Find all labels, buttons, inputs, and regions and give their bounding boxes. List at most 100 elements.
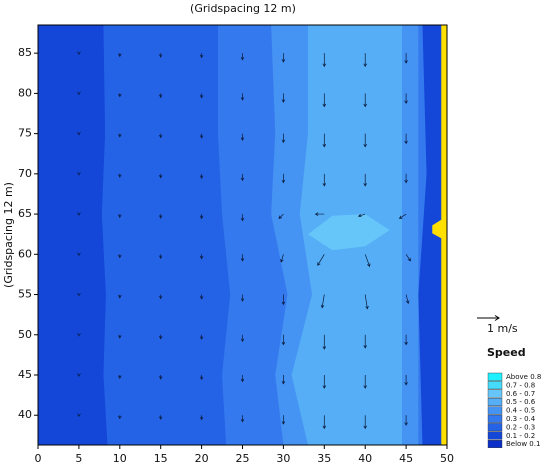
vector-arrow — [199, 334, 204, 340]
legend-swatch — [487, 381, 503, 390]
vector-arrow — [281, 415, 286, 425]
x-tick-label: 15 — [154, 452, 168, 465]
legend-label: Above 0.8 — [506, 373, 541, 381]
vector-arrow — [77, 172, 81, 176]
vector-arrow — [118, 254, 122, 259]
legend-label: 0.4 - 0.5 — [506, 407, 535, 415]
vector-arrow — [158, 415, 163, 420]
vector-arrow — [317, 254, 325, 266]
vector-arrow — [240, 93, 245, 101]
vector-arrow — [199, 214, 204, 220]
vector-arrow — [77, 413, 81, 418]
scale-label: 1 m/s — [487, 322, 518, 335]
vector-arrow — [118, 375, 122, 380]
legend-swatch — [487, 440, 503, 449]
vector-arrow — [118, 214, 122, 219]
vector-arrow — [240, 173, 245, 182]
vector-arrow — [322, 173, 327, 187]
vector-arrow — [281, 93, 286, 103]
scale-arrow-head — [494, 315, 500, 321]
legend-label: 0.1 - 0.2 — [506, 432, 535, 440]
vector-arrow — [158, 214, 163, 219]
x-tick-label: 5 — [75, 452, 82, 465]
vector-arrow — [199, 254, 204, 260]
x-tick-label: 25 — [236, 452, 250, 465]
vector-arrow — [158, 254, 163, 259]
vector-arrow — [240, 53, 245, 61]
vector-arrow — [158, 93, 163, 99]
plot-area — [38, 25, 447, 445]
vector-arrow — [240, 254, 245, 262]
vector-arrow — [322, 375, 327, 389]
y-tick-label: 70 — [18, 167, 32, 180]
vector-arrow — [281, 53, 286, 63]
y-tick-label: 40 — [18, 408, 32, 421]
vector-arrow — [322, 93, 327, 108]
vector-arrow — [240, 334, 245, 343]
vector-arrow — [240, 375, 245, 383]
vector-arrow — [322, 133, 327, 148]
vector-arrow — [322, 53, 327, 68]
y-tick-label: 55 — [18, 288, 32, 301]
vector-arrow — [314, 212, 325, 216]
vector-arrow — [77, 91, 81, 96]
legend-swatch — [487, 431, 503, 440]
legend-swatch — [487, 389, 503, 398]
vector-arrow — [363, 334, 367, 349]
vector-arrow — [118, 53, 122, 58]
vector-arrow — [118, 93, 122, 98]
vector-arrow — [405, 254, 411, 262]
vector-arrow — [199, 415, 204, 421]
vector-arrow — [363, 133, 367, 148]
legend-swatch — [487, 372, 503, 381]
legend-swatch — [487, 414, 503, 423]
vector-arrow — [199, 375, 204, 381]
vector-arrow — [240, 294, 245, 302]
vector-arrow — [364, 254, 371, 268]
vector-arrow — [281, 173, 286, 184]
vector-arrow — [404, 53, 408, 64]
speed-region — [418, 25, 442, 445]
y-tick-label: 50 — [18, 328, 32, 341]
vector-arrow — [364, 294, 369, 310]
speed-region — [307, 214, 390, 251]
vector-arrow — [118, 133, 122, 138]
vector-arrow — [77, 252, 81, 257]
x-tick-label: 40 — [358, 452, 372, 465]
vector-arrow — [322, 334, 327, 350]
vector-arrow — [363, 415, 367, 430]
vector-arrow — [281, 294, 286, 306]
vector-arrow — [199, 294, 204, 300]
legend-label: 0.3 - 0.4 — [506, 415, 536, 423]
x-tick-label: 50 — [440, 452, 454, 465]
vector-arrow — [199, 173, 204, 179]
vector-arrow — [199, 93, 204, 99]
vector-arrow — [405, 294, 410, 305]
vector-arrow — [281, 375, 286, 385]
x-tick-label: 0 — [35, 452, 42, 465]
vector-arrow — [199, 53, 204, 59]
y-tick-label: 85 — [18, 46, 32, 59]
land — [432, 25, 447, 445]
vector-arrow — [363, 93, 367, 108]
vector-arrow — [363, 375, 367, 389]
vector-arrow — [77, 51, 81, 55]
vector-arrow — [357, 213, 366, 218]
x-tick-label: 10 — [113, 452, 127, 465]
vector-arrow — [281, 334, 286, 346]
x-tick-label: 30 — [276, 452, 290, 465]
vector-arrow — [158, 173, 163, 179]
legend-swatch — [487, 398, 503, 407]
y-tick-label: 45 — [18, 368, 32, 381]
vector-arrow — [77, 212, 81, 216]
vector-arrow — [322, 415, 327, 430]
legend-swatch — [487, 406, 503, 415]
vector-arrow — [404, 93, 408, 105]
vector-arrow — [320, 294, 325, 309]
vector-arrow — [404, 173, 408, 184]
legend-label: 0.5 - 0.6 — [506, 398, 536, 406]
vector-arrow — [77, 333, 81, 337]
y-tick-label: 80 — [18, 86, 32, 99]
legend-label: 0.6 - 0.7 — [506, 390, 535, 398]
